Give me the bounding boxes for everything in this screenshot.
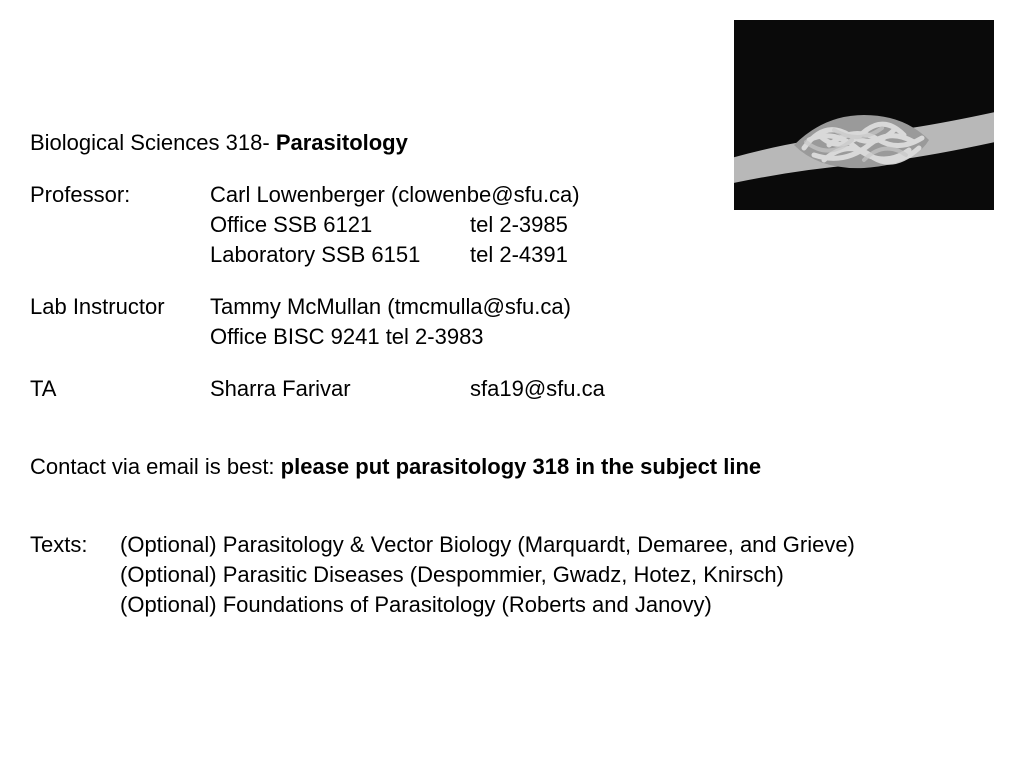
texts-row-2: (Optional) Parasitic Diseases (Despommie… [30,562,994,588]
course-prefix: Biological Sciences 318- [30,130,276,155]
text-item-2: (Optional) Parasitic Diseases (Despommie… [120,562,784,587]
ta-name: Sharra Farivar [210,376,470,402]
syllabus-content: Biological Sciences 318- Parasitology Pr… [30,130,994,622]
professor-name: Carl Lowenberger (clowenbe@sfu.ca) [210,182,580,207]
texts-row-3: (Optional) Foundations of Parasitology (… [30,592,994,618]
texts-row-1: Texts:(Optional) Parasitology & Vector B… [30,532,994,558]
course-name: Parasitology [276,130,408,155]
professor-label: Professor: [30,182,210,208]
professor-office-row: Office SSB 6121tel 2-3985 [30,212,994,238]
professor-row: Professor:Carl Lowenberger (clowenbe@sfu… [30,182,994,208]
ta-email: sfa19@sfu.ca [470,376,605,401]
lab-instructor-office-row: Office BISC 9241 tel 2-3983 [30,324,994,350]
ta-label: TA [30,376,210,402]
professor-lab-tel: tel 2-4391 [470,242,568,267]
ta-row: TASharra Farivarsfa19@sfu.ca [30,376,994,402]
professor-lab: Laboratory SSB 6151 [210,242,470,268]
text-item-1: (Optional) Parasitology & Vector Biology… [120,532,855,557]
lab-instructor-office: Office BISC 9241 tel 2-3983 [210,324,484,349]
text-item-3: (Optional) Foundations of Parasitology (… [120,592,712,617]
lab-instructor-label: Lab Instructor [30,294,210,320]
contact-prefix: Contact via email is best: [30,454,281,479]
contact-note: Contact via email is best: please put pa… [30,454,994,480]
contact-instruction: please put parasitology 318 in the subje… [281,454,761,479]
lab-instructor-name: Tammy McMullan (tmcmulla@sfu.ca) [210,294,571,319]
professor-office-tel: tel 2-3985 [470,212,568,237]
professor-lab-row: Laboratory SSB 6151tel 2-4391 [30,242,994,268]
course-title: Biological Sciences 318- Parasitology [30,130,994,156]
professor-office: Office SSB 6121 [210,212,470,238]
texts-label: Texts: [30,532,120,558]
lab-instructor-row: Lab InstructorTammy McMullan (tmcmulla@s… [30,294,994,320]
